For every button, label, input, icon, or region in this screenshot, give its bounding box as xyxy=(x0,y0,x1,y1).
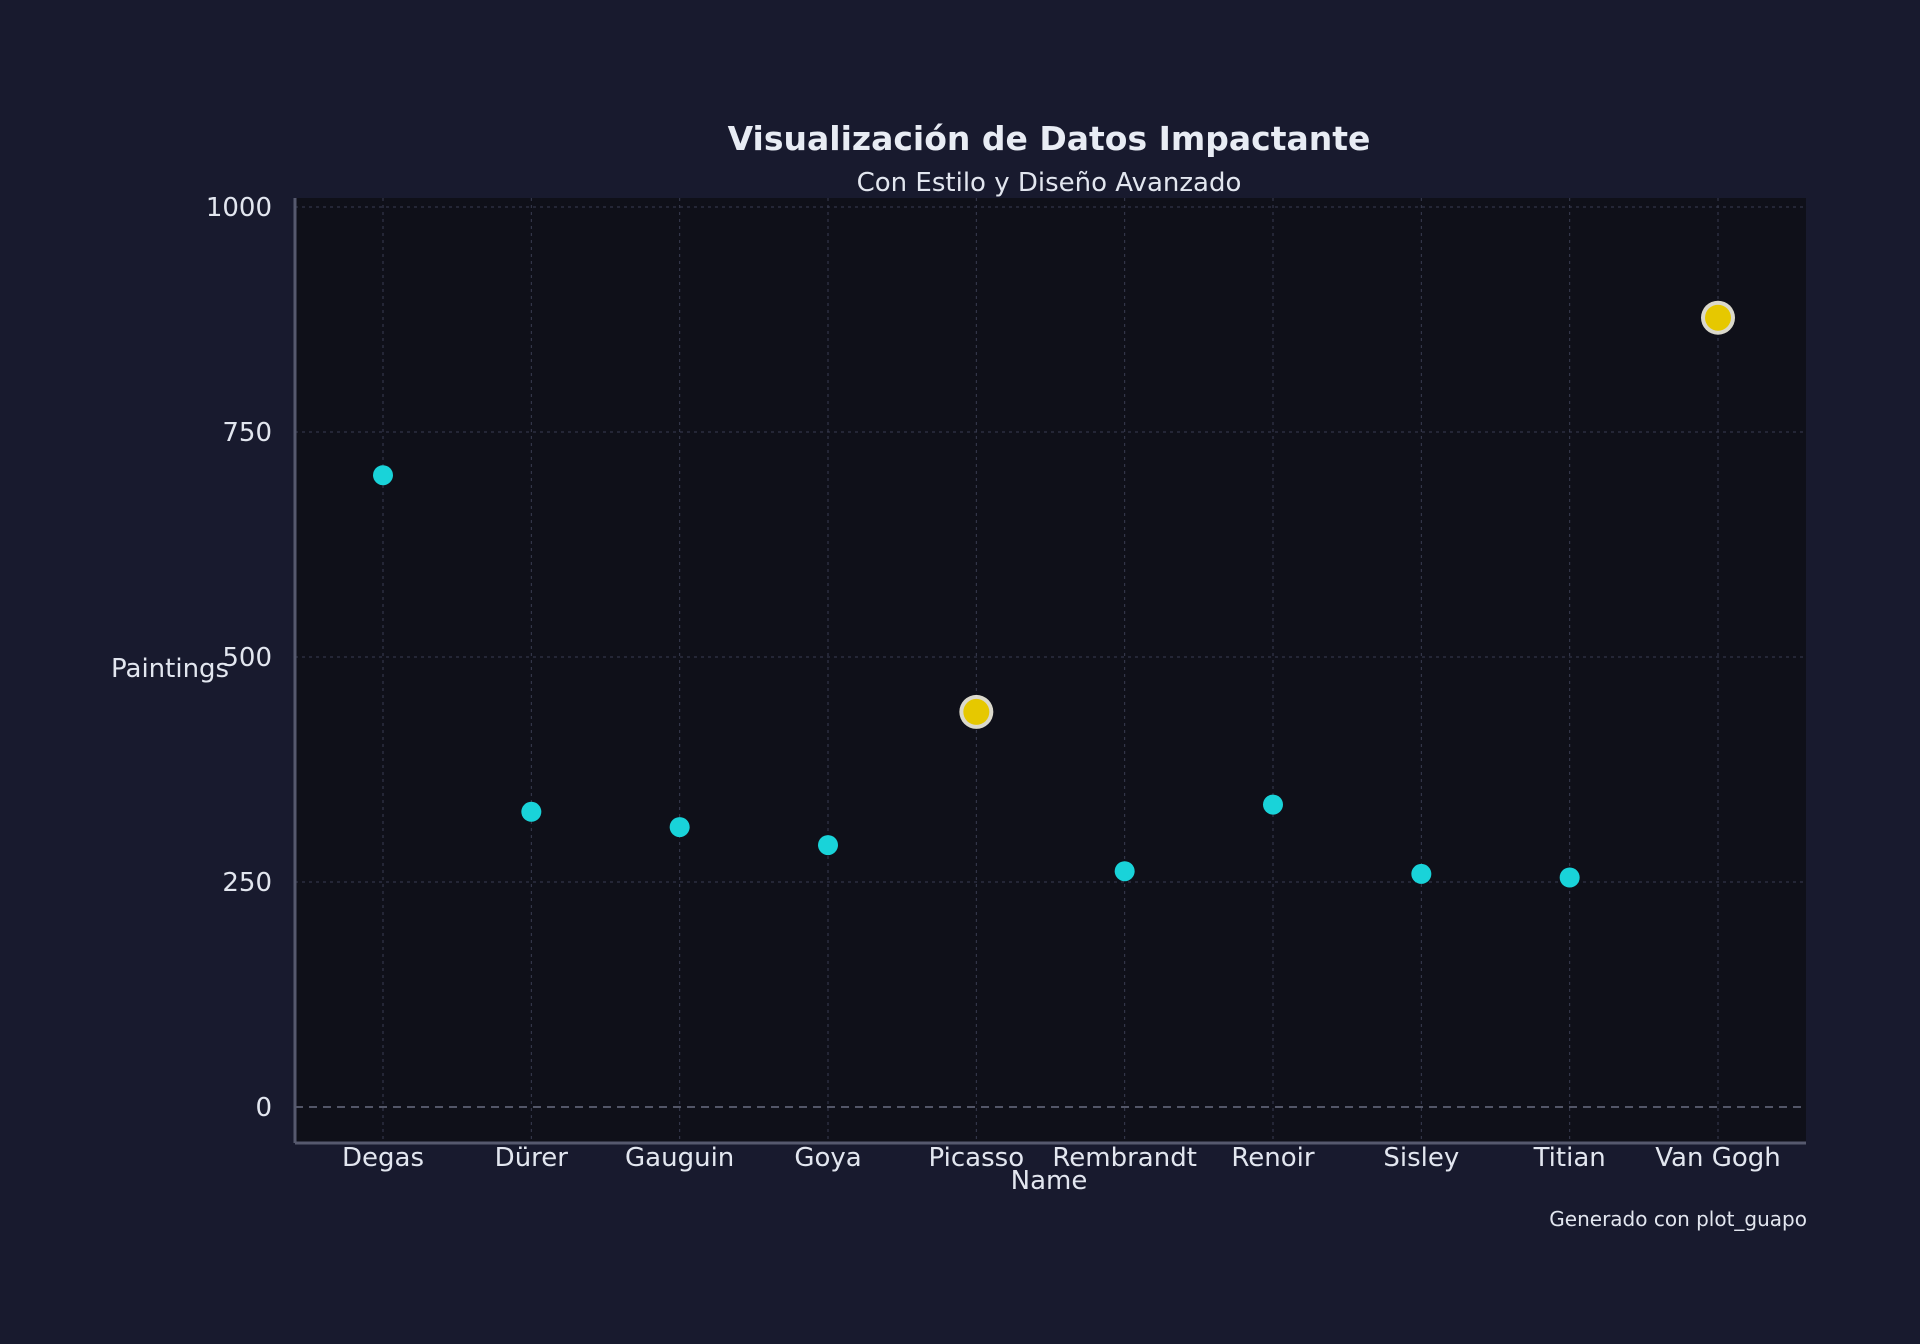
x-tick-label: Degas xyxy=(342,1143,424,1173)
x-axis-title: Name xyxy=(1011,1166,1088,1196)
x-tick-label: Rembrandt xyxy=(1052,1143,1197,1173)
x-tick-label: Renoir xyxy=(1231,1143,1315,1173)
x-tick-label: Van Gogh xyxy=(1655,1143,1780,1173)
data-point xyxy=(1559,867,1580,888)
highlight-data-point xyxy=(963,698,990,725)
chart-title: Visualización de Datos Impactante xyxy=(728,119,1371,158)
y-axis-title: Paintings xyxy=(111,654,229,684)
x-tick-label: Picasso xyxy=(929,1143,1025,1173)
data-point xyxy=(669,817,690,838)
y-axis-ticks: 0 250 500 750 1000 xyxy=(206,193,272,1123)
data-point xyxy=(1411,863,1432,884)
x-tick-label: Gauguin xyxy=(625,1143,734,1173)
x-axis-ticks: Degas Dürer Gauguin Goya Picasso Rembrandt Ren… xyxy=(342,1143,1781,1173)
x-tick-label: Dürer xyxy=(495,1143,569,1173)
y-tick-label: 1000 xyxy=(206,193,272,223)
footer-credit: Generado con plot_guapo xyxy=(1549,1207,1807,1231)
data-point xyxy=(521,801,542,822)
data-points xyxy=(373,300,1735,888)
x-tick-label: Sisley xyxy=(1383,1143,1459,1173)
data-point xyxy=(373,465,393,486)
y-tick-label: 500 xyxy=(222,643,272,673)
data-point xyxy=(1114,861,1135,882)
y-tick-label: 750 xyxy=(222,418,272,448)
data-point xyxy=(818,835,838,856)
plot-background xyxy=(295,198,1806,1143)
data-point xyxy=(1263,794,1283,815)
chart-subtitle: Con Estilo y Diseño Avanzado xyxy=(857,168,1242,198)
highlight-data-point xyxy=(1705,304,1731,331)
x-tick-label: Titian xyxy=(1533,1143,1606,1173)
y-tick-label: 0 xyxy=(255,1093,272,1123)
x-tick-label: Goya xyxy=(794,1143,861,1173)
y-tick-label: 250 xyxy=(222,868,272,898)
